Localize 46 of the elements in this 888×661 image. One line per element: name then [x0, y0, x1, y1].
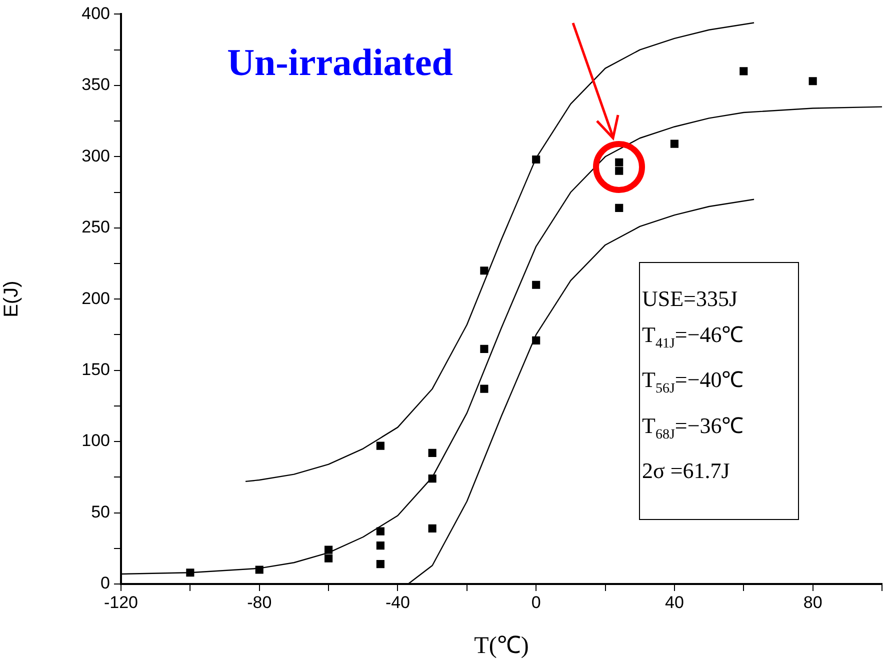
point: [532, 280, 540, 289]
annotation: USE=335J: [642, 285, 739, 313]
point: [376, 442, 384, 450]
point: [670, 140, 678, 148]
point: [480, 384, 488, 393]
point: [324, 546, 333, 554]
x-tick-label: 0: [531, 592, 541, 612]
annotation: T$_{56J}$=−40℃: [642, 366, 745, 399]
y-tick-label: 350: [82, 75, 110, 94]
x-tick-label: 40: [664, 592, 684, 612]
point: [428, 524, 436, 532]
annotation: T$_{41J}$=−46℃: [642, 321, 745, 354]
point: [428, 474, 436, 483]
text: Un-irradiated: [227, 42, 453, 84]
point: [376, 560, 384, 568]
x-tick-label: 80: [803, 592, 822, 612]
y-tick-label: 400: [82, 4, 110, 23]
y-tick-label: 150: [82, 360, 110, 380]
y-tick-label: 300: [82, 146, 110, 166]
x-tick-label: -40: [385, 592, 410, 612]
point: [376, 527, 384, 536]
y-tick-label: 0: [100, 574, 110, 593]
y-tick-label: 100: [82, 431, 110, 450]
point: [615, 158, 624, 166]
y-tick-label: 200: [82, 288, 110, 308]
y-tick-label: 50: [91, 502, 110, 522]
point: [532, 155, 540, 164]
point: [615, 166, 624, 175]
point: [324, 554, 333, 562]
y-tick-label: 250: [82, 218, 110, 237]
y-axis-title: E(J): [0, 280, 23, 318]
point: [480, 266, 488, 275]
point: [808, 77, 817, 86]
point: [615, 204, 624, 212]
point: [186, 568, 194, 577]
annotation: 2σ =61.7J: [642, 457, 731, 486]
x-tick-label: -80: [247, 592, 272, 612]
x-tick-label: -120: [104, 592, 138, 612]
point: [255, 566, 264, 574]
point: [480, 344, 488, 353]
point: [428, 448, 436, 457]
point: [740, 67, 748, 76]
point: [532, 336, 540, 344]
annotation: T$_{68J}$=−36℃: [642, 412, 745, 444]
x-axis-title: T(℃): [474, 632, 529, 659]
point: [376, 542, 384, 550]
